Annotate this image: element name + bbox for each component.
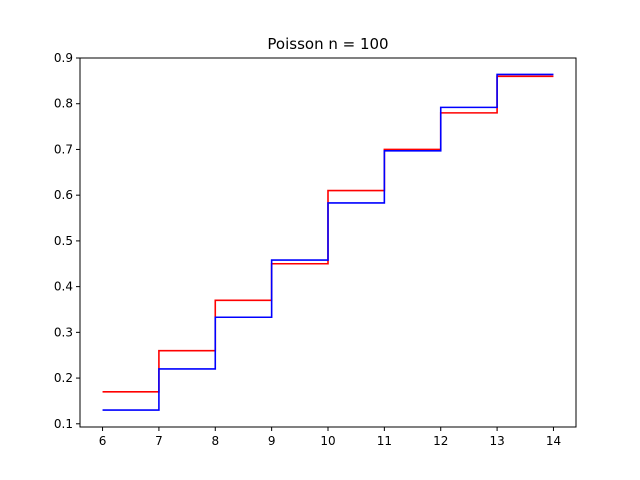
x-tick-label: 13 bbox=[489, 434, 504, 448]
x-tick-label: 8 bbox=[211, 434, 219, 448]
y-tick-label: 0.2 bbox=[54, 371, 73, 385]
x-tick-label: 10 bbox=[320, 434, 335, 448]
y-tick-label: 0.1 bbox=[54, 417, 73, 431]
x-tick-label: 12 bbox=[433, 434, 448, 448]
y-tick-label: 0.3 bbox=[54, 325, 73, 339]
x-tick-label: 11 bbox=[377, 434, 392, 448]
y-tick-label: 0.5 bbox=[54, 234, 73, 248]
plot-area: 6 7 8 9 10 11 12 13 14 0.10.20.30.40.50.60.70.80… bbox=[54, 51, 577, 448]
y-tick-label: 0.9 bbox=[54, 51, 73, 65]
x-tick-label: 7 bbox=[155, 434, 163, 448]
x-axis: 6 7 8 9 10 11 12 13 14 bbox=[99, 427, 561, 448]
x-tick-label: 6 bbox=[99, 434, 107, 448]
x-tick-label: 9 bbox=[268, 434, 276, 448]
series-2-line bbox=[102, 73, 554, 411]
y-tick-label: 0.6 bbox=[54, 188, 73, 202]
y-axis: 0.1 0.2 0.3 0.4 0.5 0.6 0.7 0.8 0.9 bbox=[54, 51, 80, 431]
y-tick-label: 0.4 bbox=[54, 280, 73, 294]
chart-title: Poisson n = 100 bbox=[267, 35, 388, 53]
x-tick-label: 14 bbox=[546, 434, 561, 448]
series-group bbox=[102, 73, 554, 411]
y-tick-label: 0.7 bbox=[54, 142, 73, 156]
y-tick-label: 0.8 bbox=[54, 97, 73, 111]
